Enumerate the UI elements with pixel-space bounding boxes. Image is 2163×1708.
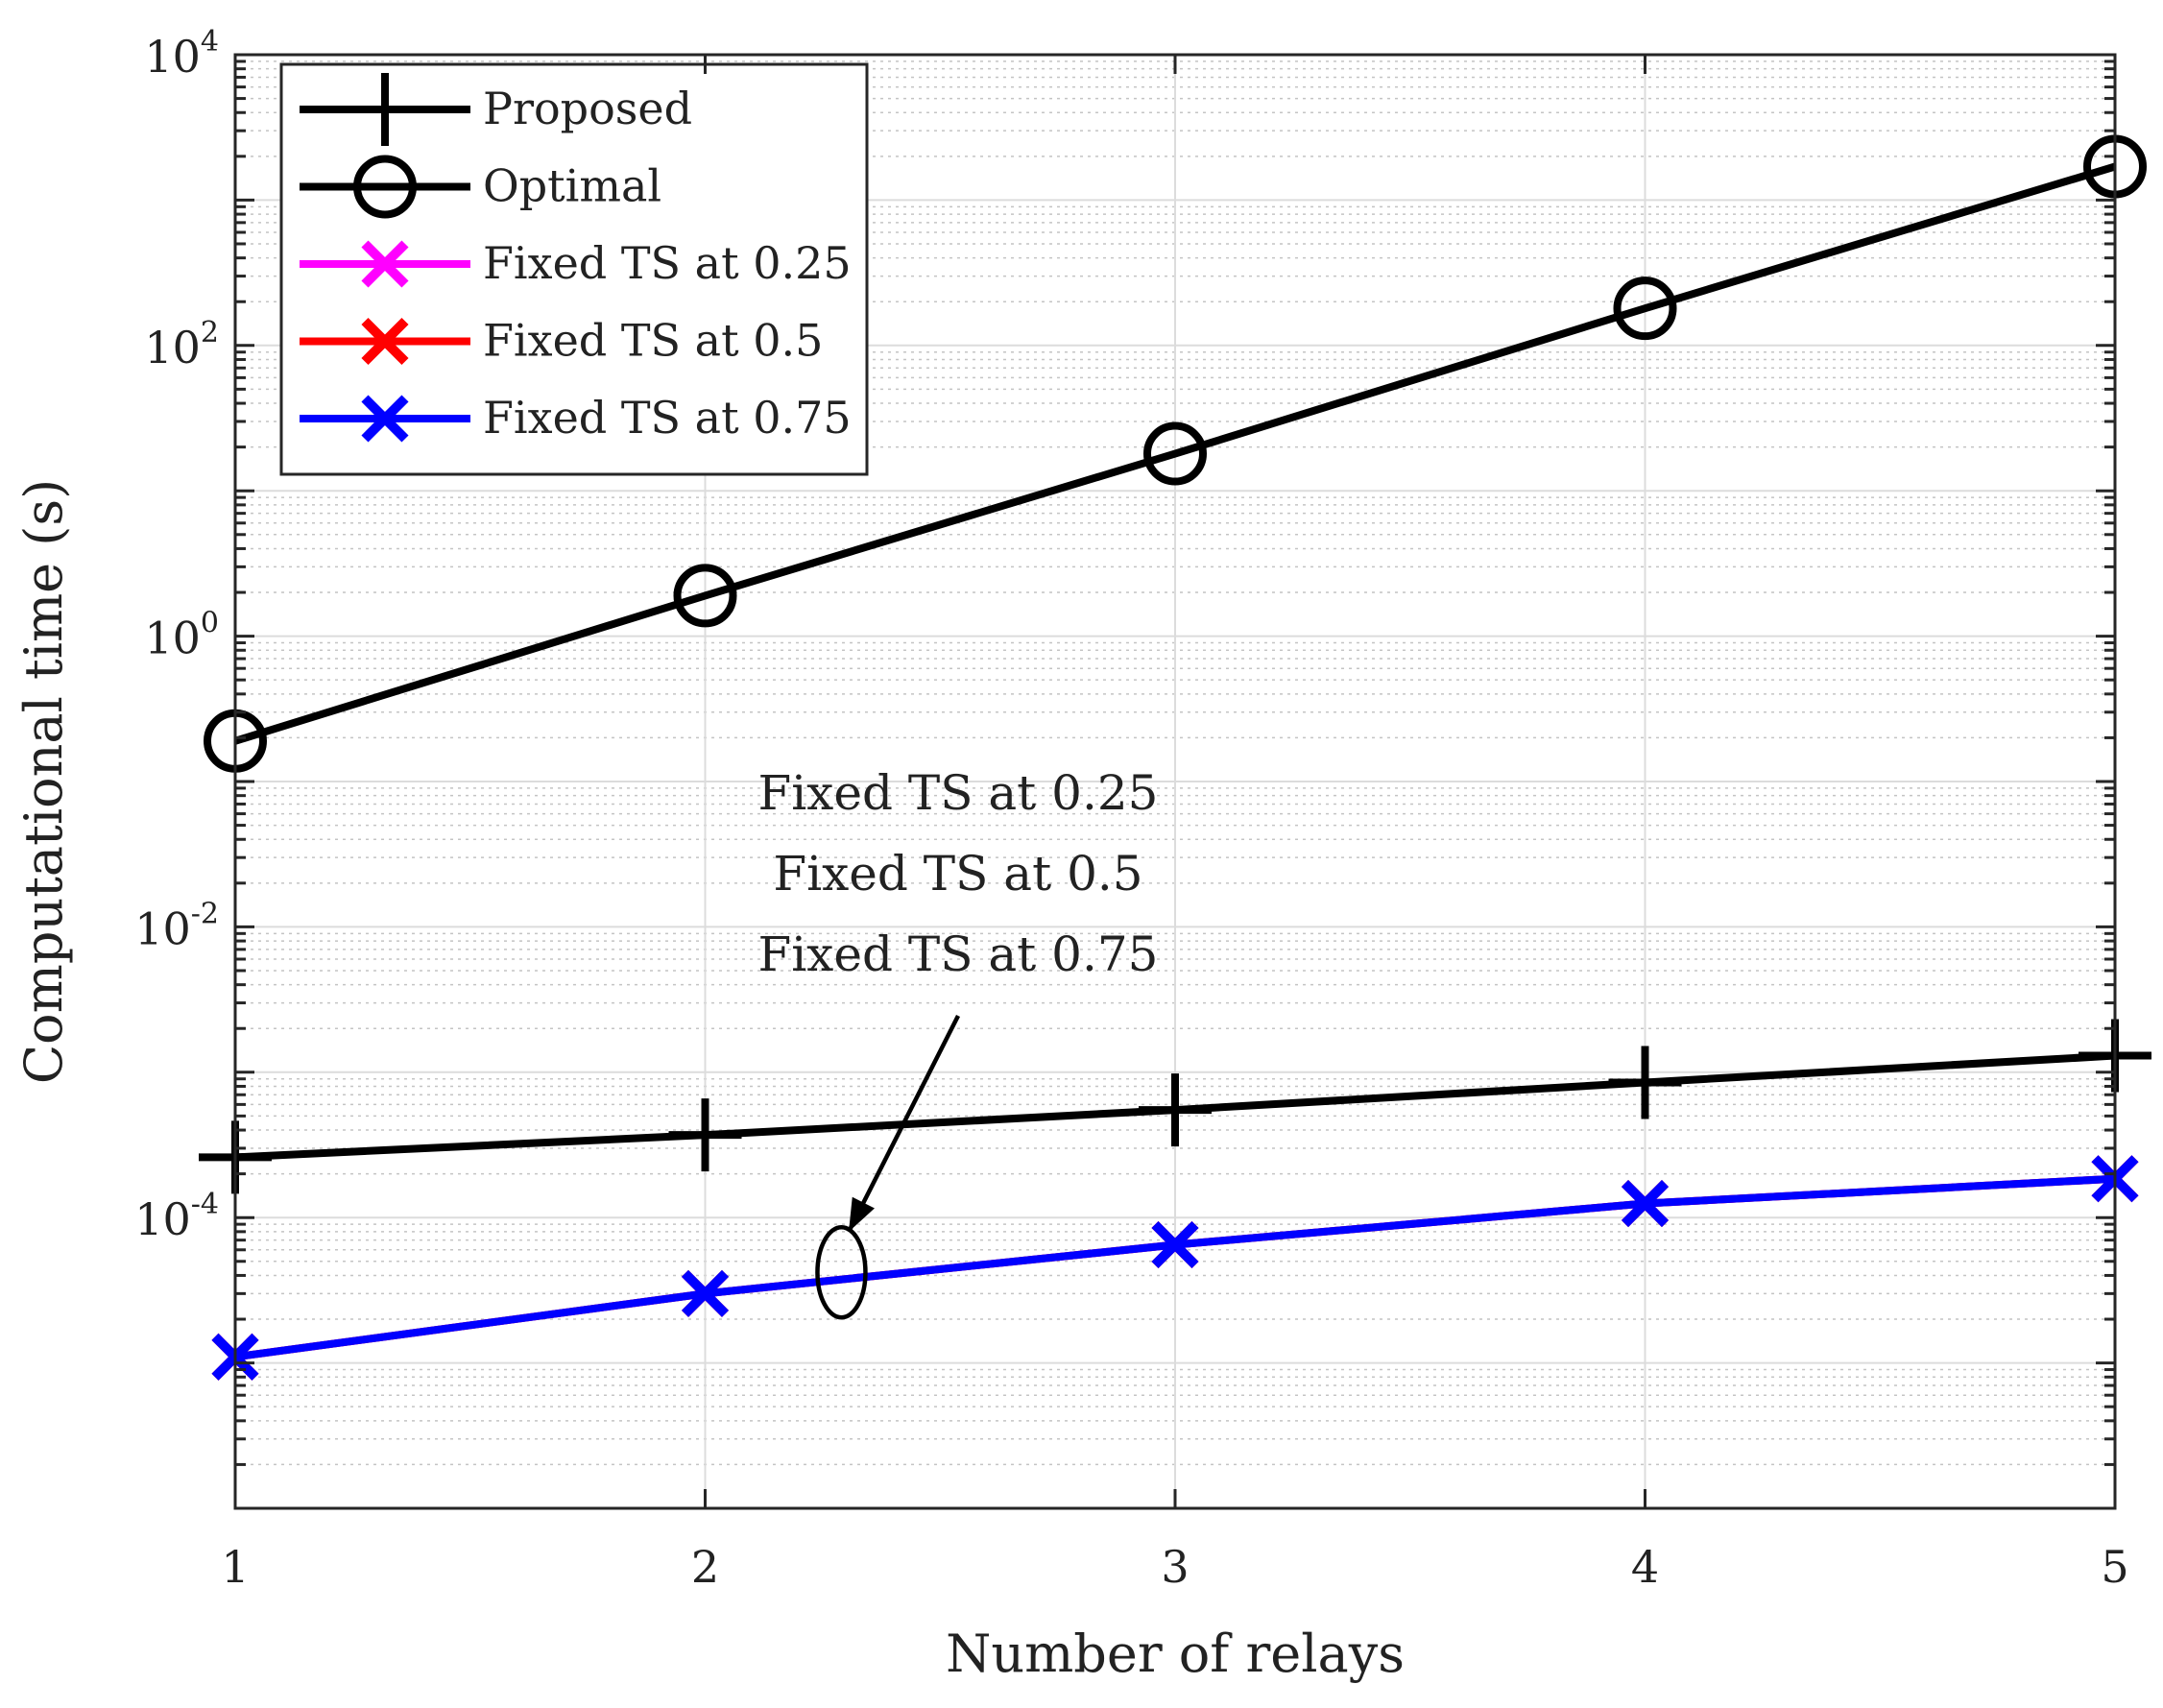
plus-marker — [348, 73, 421, 146]
legend-entry: Proposed — [300, 73, 692, 146]
y-axis-label: Computational time (s) — [13, 479, 74, 1084]
plus-marker — [1139, 1073, 1212, 1147]
x-marker-b — [361, 240, 409, 288]
x-tick-label: 3 — [1161, 1541, 1189, 1593]
x-marker — [1621, 1179, 1670, 1228]
x-marker — [361, 240, 409, 288]
x-marker-b — [681, 1269, 730, 1317]
legend-entry: Fixed TS at 0.25 — [300, 237, 852, 289]
x-marker — [1151, 1220, 1199, 1269]
x-marker-b — [361, 317, 409, 366]
legend-label: Optimal — [483, 160, 661, 212]
circle-marker — [353, 155, 417, 219]
x-marker — [681, 1269, 730, 1317]
annotation: Fixed TS at 0.25 Fixed TS at 0.5 Fixed TS … — [758, 765, 1159, 1320]
x-marker-b — [1621, 1179, 1670, 1228]
x-tick-label: 5 — [2101, 1541, 2128, 1593]
legend-entry: Optimal — [300, 155, 661, 219]
legend-label: Proposed — [483, 83, 692, 134]
series-line — [233, 162, 2117, 745]
annotation-ellipse — [815, 1224, 868, 1320]
plus-marker — [1608, 1046, 1682, 1119]
x-tick-label: 4 — [1631, 1541, 1659, 1593]
annotation-label: Fixed TS at 0.75 — [758, 926, 1159, 982]
annotation-arrow-shaft — [846, 1014, 961, 1234]
annotation-label: Fixed TS at 0.5 — [773, 846, 1142, 902]
circle-marker — [1143, 421, 1207, 486]
y-tick-label: 100 — [144, 607, 219, 664]
annotation-label: Fixed TS at 0.25 — [758, 765, 1159, 821]
plot-series — [199, 134, 2151, 1381]
x-marker-b — [361, 395, 409, 443]
legend-entry: Fixed TS at 0.75 — [300, 392, 852, 444]
legend-label: Fixed TS at 0.5 — [483, 315, 823, 367]
annotation-arrow-head — [849, 1196, 875, 1232]
x-marker — [361, 395, 409, 443]
x-marker — [361, 317, 409, 366]
axes: 1 2 3 4 5 104 102 100 10-2 10-4 Number of relays Co… — [13, 25, 2129, 1684]
y-tick-label: 10-2 — [134, 897, 219, 954]
y-tick-label: 10-4 — [134, 1188, 219, 1245]
plus-marker — [668, 1098, 742, 1172]
legend-entry: Fixed TS at 0.5 — [300, 315, 823, 367]
legend-label: Fixed TS at 0.75 — [483, 392, 852, 444]
circle-marker — [673, 564, 737, 628]
x-axis-label: Number of relays — [946, 1624, 1405, 1684]
y-tick-label: 102 — [144, 316, 219, 373]
legend: Proposed Optimal Fixed TS at 0.25 Fixed TS … — [279, 62, 869, 476]
x-tick-label: 2 — [691, 1541, 719, 1593]
x-marker-b — [1151, 1220, 1199, 1269]
x-tick-label: 1 — [221, 1541, 249, 1593]
circle-marker — [1613, 277, 1677, 341]
legend-label: Fixed TS at 0.25 — [483, 237, 852, 289]
y-tick-label: 104 — [144, 25, 219, 83]
